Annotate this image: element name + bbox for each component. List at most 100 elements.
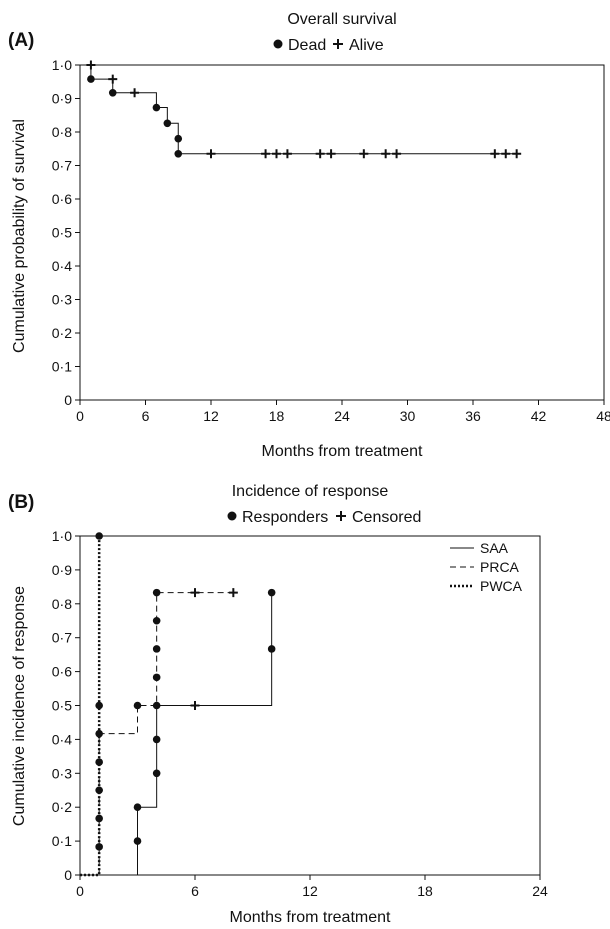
x-tick-label: 12	[302, 883, 318, 899]
x-tick-label: 18	[269, 408, 285, 424]
censor-mark-survival	[392, 149, 402, 159]
plot-frame	[79, 64, 605, 401]
censor-mark-survival	[206, 149, 216, 159]
y-tick-label: 0·8	[52, 124, 72, 140]
censor-mark-survival	[326, 149, 336, 159]
x-tick-label: 0	[76, 408, 84, 424]
event-point-saa	[133, 837, 142, 845]
y-tick-label: 0·1	[52, 359, 72, 375]
panel-a-xlabel: Months from treatment	[262, 443, 424, 460]
censor-mark-survival	[261, 149, 271, 159]
legend-dead-marker	[273, 39, 283, 49]
y-tick-label: 1·0	[52, 57, 72, 73]
y-tick-label: 0·1	[52, 833, 72, 849]
x-tick-label: 6	[142, 408, 150, 424]
legend-dead-label: Dead	[288, 37, 326, 54]
event-point-survival	[152, 103, 161, 112]
y-tick-label: 0·2	[52, 325, 72, 341]
y-tick-label: 0·2	[52, 799, 72, 815]
y-tick-label: 0	[64, 392, 72, 408]
event-point-survival	[108, 89, 117, 97]
censor-mark-saa	[190, 701, 200, 710]
censor-mark-survival	[130, 88, 140, 98]
event-point-pwca	[95, 701, 103, 710]
series-line-prca	[80, 592, 234, 876]
y-tick-label: 0·6	[52, 664, 72, 680]
y-tick-label: 0·8	[52, 596, 72, 612]
event-point-prca	[152, 588, 161, 597]
panel-b-label: (B)	[8, 492, 34, 513]
y-tick-label: 0·9	[52, 562, 72, 578]
event-point-survival	[87, 75, 95, 83]
event-point-prca	[152, 616, 161, 625]
censor-mark-survival	[272, 149, 281, 159]
y-tick-label: 0·9	[52, 91, 72, 107]
legend-alive-label: Alive	[349, 37, 384, 54]
event-point-pwca	[95, 786, 103, 795]
censor-mark-survival	[108, 74, 118, 84]
x-tick-label: 18	[417, 883, 433, 899]
event-point-pwca	[95, 814, 103, 823]
y-tick-label: 0·7	[52, 158, 72, 174]
event-point-saa	[267, 588, 276, 597]
series-legend-label: PWCA	[480, 578, 523, 594]
legend-censored-marker	[336, 511, 346, 521]
y-tick-label: 0·3	[52, 292, 72, 308]
panel-b-ylabel: Cumulative incidence of response	[11, 586, 28, 826]
event-point-pwca	[95, 532, 103, 540]
event-point-survival	[174, 134, 183, 143]
y-tick-label: 0·6	[52, 191, 72, 207]
censor-mark-prca	[190, 588, 200, 598]
series-legend-label: PRCA	[480, 559, 520, 575]
event-point-prca	[133, 701, 142, 710]
legend-responders-marker	[227, 511, 237, 521]
x-tick-label: 6	[191, 883, 199, 899]
y-tick-label: 0·4	[52, 258, 72, 274]
x-tick-label: 12	[203, 408, 219, 424]
y-tick-label: 0·7	[52, 630, 72, 646]
series-line-survival	[80, 64, 517, 155]
event-point-saa	[133, 803, 142, 811]
y-tick-label: 0·5	[52, 225, 72, 241]
event-point-prca	[152, 673, 161, 682]
event-point-prca	[152, 645, 161, 653]
x-tick-label: 42	[531, 408, 547, 424]
censor-mark-survival	[501, 149, 511, 159]
event-point-saa	[267, 645, 276, 653]
x-tick-label: 0	[76, 883, 84, 899]
x-tick-label: 36	[465, 408, 481, 424]
event-point-saa	[152, 735, 161, 744]
legend-alive-marker	[333, 39, 343, 49]
panel-a-ylabel: Cumulative probability of survival	[11, 119, 28, 353]
panel-a-legend: Dead Alive	[273, 37, 384, 54]
censor-mark-survival	[315, 149, 325, 159]
series-line-pwca	[80, 536, 101, 877]
y-tick-label: 0·4	[52, 731, 72, 747]
x-tick-label: 48	[596, 408, 610, 424]
panel-b-xlabel: Months from treatment	[230, 909, 392, 926]
panel-a: (A) Overall survival Dead Alive Months f…	[8, 11, 610, 460]
panel-b-plot-area: 0 6 12 18 24 0 0·1 0·2 0·3 0·4 0·5 0·6 0·7 0·8 0·9 1·0 S…	[52, 528, 548, 899]
censor-mark-survival	[381, 149, 391, 159]
y-tick-label: 0·5	[52, 698, 72, 714]
panel-a-plot-area: 0 6 12 18 24 30 36 42 48 0 0·1 0·2 0·3 0·4 0·5 0·6 0·7 0·…	[52, 57, 610, 424]
censor-mark-survival	[359, 149, 369, 159]
censor-mark-prca	[228, 588, 238, 598]
event-point-saa	[152, 769, 161, 778]
legend-censored-label: Censored	[352, 509, 421, 526]
panel-b: (B) Incidence of response Responders Cen…	[8, 483, 548, 926]
series-legend-label: SAA	[480, 540, 509, 556]
x-tick-label: 24	[334, 408, 350, 424]
y-tick-label: 1·0	[52, 528, 72, 544]
event-point-survival	[163, 119, 172, 128]
censor-mark-survival	[512, 149, 522, 159]
panel-b-legend: Responders Censored	[227, 509, 421, 526]
x-tick-label: 30	[400, 408, 416, 424]
censor-mark-survival	[490, 149, 500, 159]
panel-b-title: Incidence of response	[232, 483, 389, 500]
x-tick-label: 24	[532, 883, 548, 899]
event-point-survival	[174, 149, 183, 158]
series-line-saa	[80, 592, 273, 876]
y-tick-label: 0	[64, 867, 72, 883]
y-tick-label: 0·3	[52, 765, 72, 781]
